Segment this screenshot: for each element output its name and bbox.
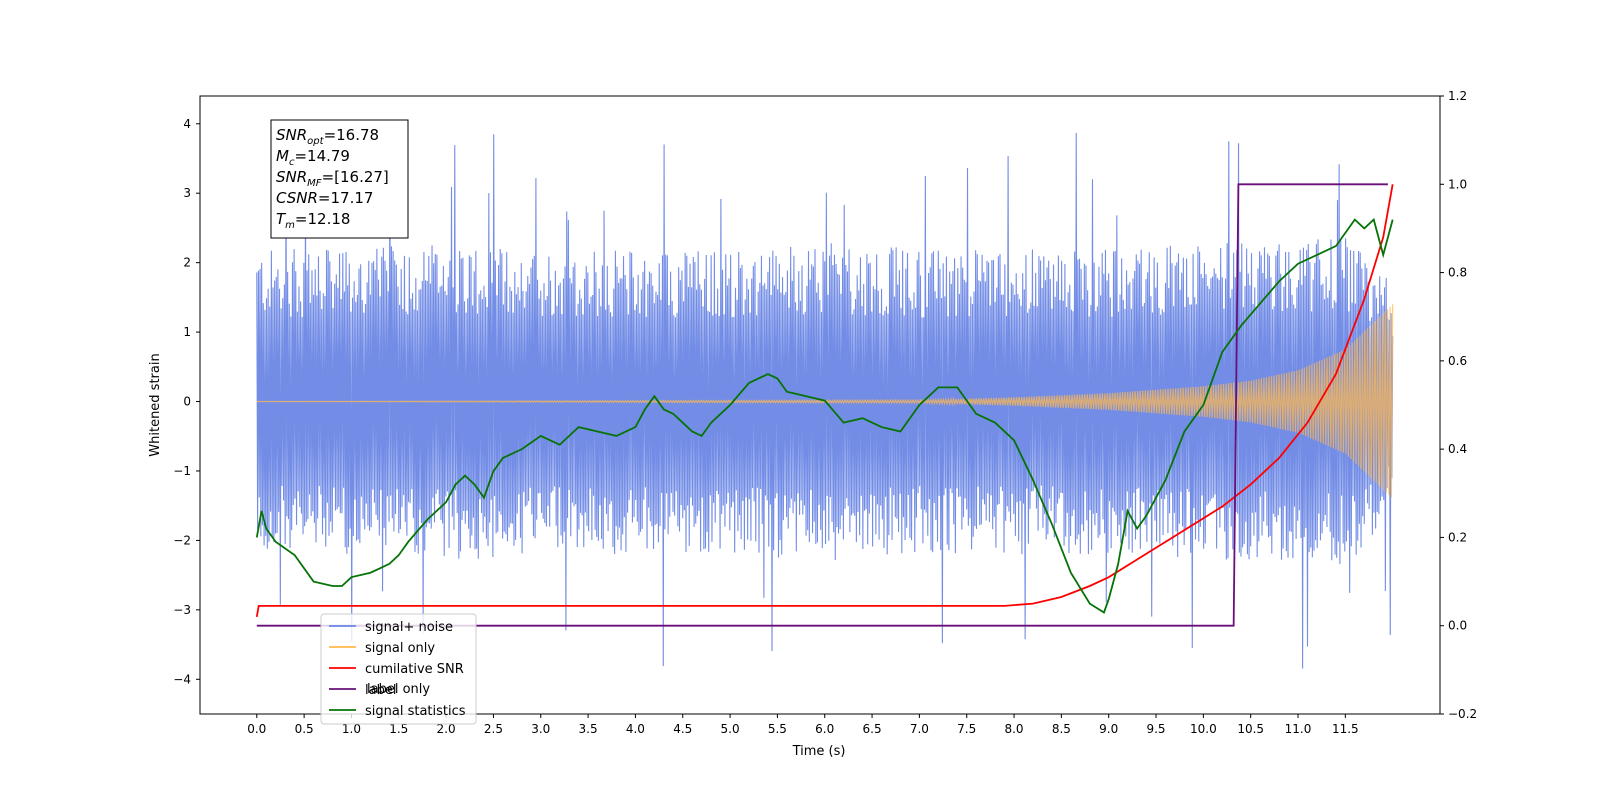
x-tick-label: 0.5 bbox=[295, 722, 314, 736]
y2-tick-label: 0.4 bbox=[1448, 442, 1467, 456]
legend-entry: signal only bbox=[365, 641, 435, 656]
x-tick-label: 3.5 bbox=[579, 722, 598, 736]
annotation-line: Mc=14.79 bbox=[276, 147, 350, 168]
x-tick-label: 1.0 bbox=[342, 722, 361, 736]
y2-tick-label: 1.2 bbox=[1448, 89, 1467, 103]
x-tick-label: 6.5 bbox=[863, 722, 882, 736]
y-tick-label: 3 bbox=[183, 186, 191, 200]
y-axis-label: Whitened strain bbox=[148, 353, 163, 456]
x-tick-label: 10.5 bbox=[1237, 722, 1264, 736]
x-tick-label: 7.0 bbox=[910, 722, 929, 736]
y-tick-label: −4 bbox=[173, 672, 191, 686]
series-signal-statistics bbox=[255, 217, 1394, 614]
x-tick-label: 3.0 bbox=[531, 722, 550, 736]
x-tick-label: 10.0 bbox=[1190, 722, 1217, 736]
legend: label only signal+ noise signal only cumila… bbox=[320, 613, 477, 725]
y-tick-label: 1 bbox=[183, 325, 191, 339]
y-tick-label: −1 bbox=[173, 464, 191, 478]
y-tick-label: −2 bbox=[173, 533, 191, 547]
x-tick-label: 11.5 bbox=[1332, 722, 1359, 736]
legend-entry: signal+ noise bbox=[365, 620, 453, 635]
series-label bbox=[256, 183, 1388, 627]
y2-tick-label: 0.8 bbox=[1448, 266, 1467, 280]
plot-frame bbox=[199, 95, 1441, 715]
x-tick-label: 11.0 bbox=[1285, 722, 1312, 736]
x-tick-label: 5.0 bbox=[721, 722, 740, 736]
legend-frame bbox=[320, 613, 477, 725]
legend-hidden-text: label only bbox=[367, 682, 430, 697]
legend-entry: label bbox=[365, 683, 396, 698]
y-tick-label: 4 bbox=[183, 117, 191, 131]
series-signal-plus-noise bbox=[256, 132, 1394, 669]
x-axis-label: Time (s) bbox=[792, 744, 846, 759]
x-tick-label: 1.5 bbox=[389, 722, 408, 736]
x-tick-label: 8.0 bbox=[1004, 722, 1023, 736]
annotation-line: SNRopt=16.78 bbox=[276, 126, 379, 147]
y-tick-label: 2 bbox=[183, 256, 191, 270]
x-tick-label: 9.5 bbox=[1146, 722, 1165, 736]
x-tick-label: 2.0 bbox=[437, 722, 456, 736]
x-tick-label: 9.0 bbox=[1099, 722, 1118, 736]
x-tick-label: 7.5 bbox=[957, 722, 976, 736]
annotation-line: Tm=12.18 bbox=[276, 210, 350, 231]
annotation-frame bbox=[270, 119, 409, 239]
annotation-box: SNRopt=16.78Mc=14.79SNRMF=[16.27]CSNR=17… bbox=[270, 119, 409, 239]
y2-tick-label: 0.0 bbox=[1448, 619, 1467, 633]
x-tick-label: 8.5 bbox=[1052, 722, 1071, 736]
y2-tick-label: 0.2 bbox=[1448, 530, 1467, 544]
x-tick-label: 6.0 bbox=[815, 722, 834, 736]
y2-tick-label: −0.2 bbox=[1448, 707, 1477, 721]
x-tick-label: 2.5 bbox=[484, 722, 503, 736]
x-tick-label: 4.5 bbox=[673, 722, 692, 736]
annotation-line: CSNR=17.17 bbox=[276, 189, 373, 207]
plot-area bbox=[255, 132, 1394, 669]
axes: 0.0 0.5 1.0 1.5 2.0 2.5 3.0 3.5 4.0 4.5 5.0 5.5 6.0 6… bbox=[173, 89, 1477, 736]
legend-entry: cumilative SNR bbox=[365, 662, 464, 677]
series-cumulative-snr bbox=[255, 184, 1394, 618]
y2-tick-label: 1.0 bbox=[1448, 177, 1467, 191]
y-tick-label: 0 bbox=[183, 395, 191, 409]
x-tick-label: 0.0 bbox=[247, 722, 266, 736]
x-tick-label: 4.0 bbox=[626, 722, 645, 736]
y-tick-label: −3 bbox=[173, 603, 191, 617]
annotation-line: SNRMF=[16.27] bbox=[276, 168, 389, 189]
y2-tick-label: 0.6 bbox=[1448, 354, 1467, 368]
legend-entry: signal statistics bbox=[365, 704, 466, 719]
x-tick-label: 5.5 bbox=[768, 722, 787, 736]
